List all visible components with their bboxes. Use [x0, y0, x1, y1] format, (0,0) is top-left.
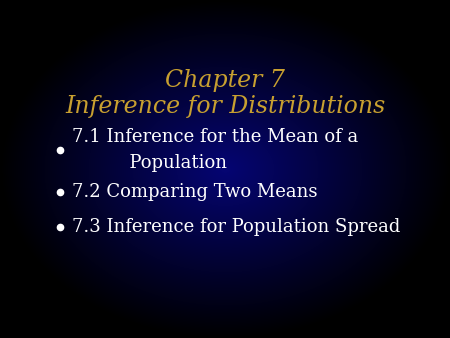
Text: 7.1 Inference for the Mean of a
          Population: 7.1 Inference for the Mean of a Populati… — [72, 128, 358, 171]
Text: Chapter 7: Chapter 7 — [165, 69, 285, 92]
Text: 7.2 Comparing Two Means: 7.2 Comparing Two Means — [72, 183, 318, 201]
Text: Inference for Distributions: Inference for Distributions — [65, 95, 385, 118]
Text: 7.3 Inference for Population Spread: 7.3 Inference for Population Spread — [72, 218, 400, 236]
